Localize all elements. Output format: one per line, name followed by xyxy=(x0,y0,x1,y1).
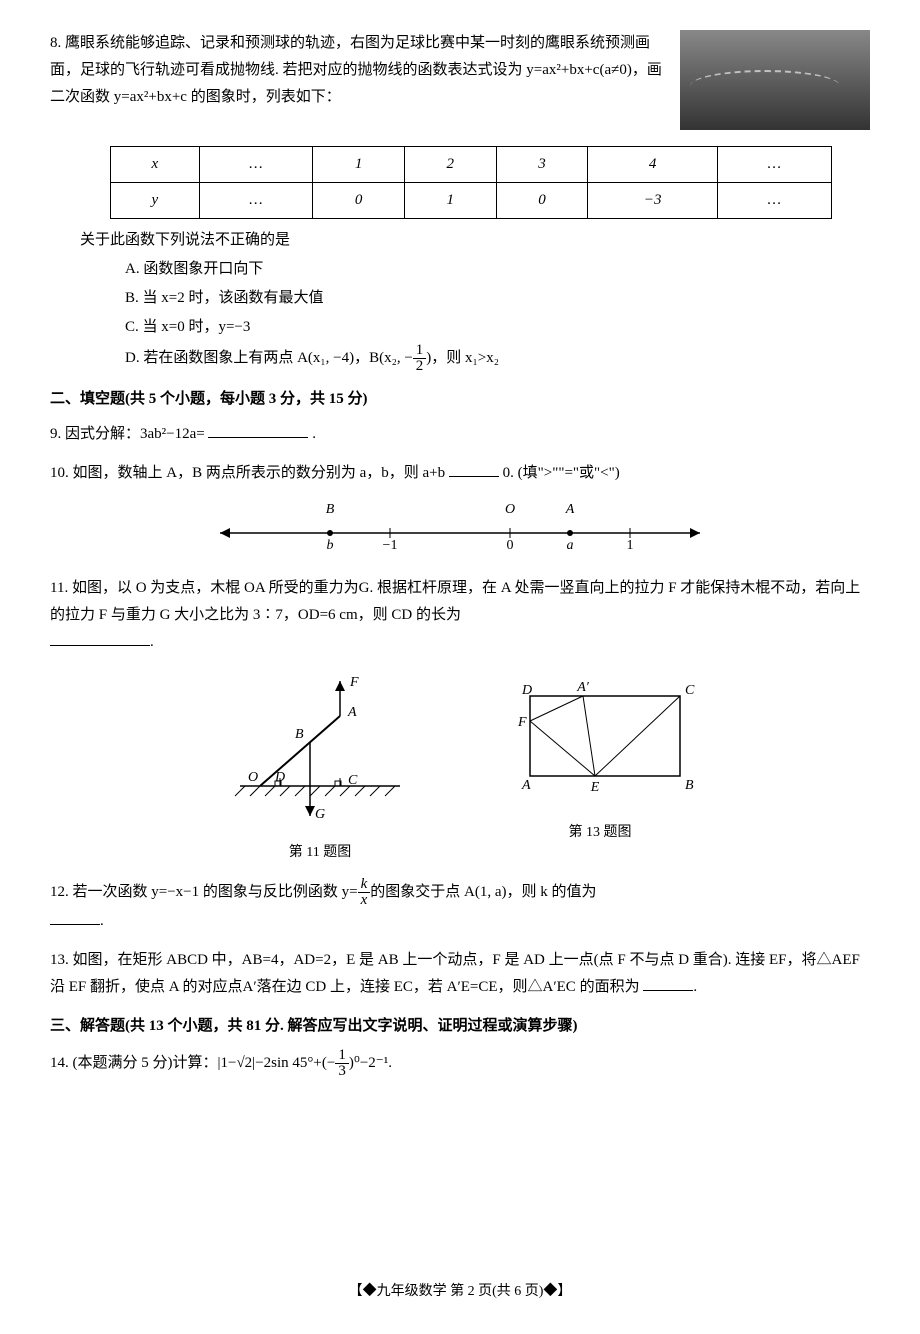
q13-blank xyxy=(643,976,693,991)
numer: k xyxy=(358,877,371,893)
number-line: B O A b −1 0 a 1 xyxy=(200,493,720,553)
cell: y xyxy=(111,183,200,219)
q11-text: 如图，以 O 为支点，木棍 OA 所受的重力为G. 根据杠杆原理，在 A 处需一… xyxy=(50,580,860,623)
q11-suffix: . xyxy=(150,634,154,650)
svg-text:a: a xyxy=(567,538,574,553)
q9-suffix: . xyxy=(312,426,316,442)
q8-num: 8. xyxy=(50,35,61,51)
svg-text:C: C xyxy=(685,683,695,698)
q12-suffix: . xyxy=(100,913,104,929)
fraction: 12 xyxy=(413,343,427,374)
question-8: 8. 鹰眼系统能够追踪、记录和预测球的轨迹，右图为足球比赛中某一时刻的鹰眼系统预… xyxy=(50,30,870,374)
denom: x xyxy=(358,893,371,908)
svg-text:−1: −1 xyxy=(383,538,398,553)
q9-num: 9. xyxy=(50,426,61,442)
q12-blank xyxy=(50,910,100,925)
cell: … xyxy=(717,147,831,183)
svg-text:A: A xyxy=(347,705,357,720)
svg-text:F: F xyxy=(517,715,527,730)
q8-optA: A. 函数图象开口向下 xyxy=(50,256,870,283)
question-9: 9. 因式分解：3ab²−12a= . xyxy=(50,421,870,448)
question-13: 13. 如图，在矩形 ABCD 中，AB=4，AD=2，E 是 AB 上一个动点… xyxy=(50,947,870,1001)
svg-text:E: E xyxy=(590,780,600,795)
svg-text:B: B xyxy=(685,778,694,793)
svg-text:B: B xyxy=(295,727,304,742)
q10-num: 10. xyxy=(50,465,69,481)
q10-blank xyxy=(449,462,499,477)
svg-text:B: B xyxy=(326,502,335,517)
svg-text:C: C xyxy=(348,773,358,788)
cell: x xyxy=(111,147,200,183)
cell: 1 xyxy=(404,183,496,219)
q12-num: 12. xyxy=(50,884,69,900)
cell: −3 xyxy=(588,183,718,219)
cell: … xyxy=(199,147,313,183)
svg-text:D: D xyxy=(521,683,532,698)
cell: 4 xyxy=(588,147,718,183)
fig-11: F A B O D C G xyxy=(220,666,420,826)
q13-num: 13. xyxy=(50,952,69,968)
q12-pre: 若一次函数 y=−x−1 的图象与反比例函数 y= xyxy=(73,884,358,900)
svg-text:A′: A′ xyxy=(576,680,590,695)
cell: 3 xyxy=(496,147,588,183)
question-14: 14. (本题满分 5 分)计算：|1−√2|−2sin 45°+(−13)⁰−… xyxy=(50,1048,870,1079)
question-11: 11. 如图，以 O 为支点，木棍 OA 所受的重力为G. 根据杠杆原理，在 A… xyxy=(50,575,870,865)
fraction: 13 xyxy=(335,1048,349,1079)
cell: … xyxy=(717,183,831,219)
q8-sub: 关于此函数下列说法不正确的是 xyxy=(50,227,870,254)
cell: 0 xyxy=(496,183,588,219)
q14-pre: (本题满分 5 分)计算：|1−√2|−2sin 45°+(− xyxy=(73,1055,336,1071)
q10-post: 0. (填">""="或"<") xyxy=(503,465,620,481)
svg-text:O: O xyxy=(248,770,258,785)
q9-text: 因式分解：3ab²−12a= xyxy=(65,426,205,442)
q13-suffix: . xyxy=(693,979,697,995)
svg-text:F: F xyxy=(349,675,359,690)
cell: 2 xyxy=(404,147,496,183)
q13-text: 如图，在矩形 ABCD 中，AB=4，AD=2，E 是 AB 上一个动点，F 是… xyxy=(50,952,860,995)
soccer-image xyxy=(680,30,870,130)
q8-table: x … 1 2 3 4 … y … 0 1 0 −3 … xyxy=(110,146,832,219)
fig-13: D A′ C F A E B xyxy=(500,666,700,806)
fig13-caption: 第 13 题图 xyxy=(500,820,700,845)
section-2-title: 二、填空题(共 5 个小题，每小题 3 分，共 15 分) xyxy=(50,386,870,413)
denom: 3 xyxy=(335,1064,349,1079)
cell: 1 xyxy=(313,147,405,183)
svg-text:b: b xyxy=(327,538,334,553)
q8-optD: D. 若在函数图象上有两点 A(x₁, −4)，B(x₂, −12)，则 x₁>… xyxy=(50,343,870,374)
svg-text:G: G xyxy=(315,807,325,822)
svg-text:0: 0 xyxy=(507,538,514,553)
denom: 2 xyxy=(413,359,427,374)
q10-pre: 如图，数轴上 A，B 两点所表示的数分别为 a，b，则 a+b xyxy=(73,465,446,481)
q9-blank xyxy=(208,423,308,438)
question-10: 10. 如图，数轴上 A，B 两点所表示的数分别为 a，b，则 a+b 0. (… xyxy=(50,460,870,563)
q11-blank xyxy=(50,631,150,646)
cell: … xyxy=(199,183,313,219)
svg-text:D: D xyxy=(274,770,285,785)
svg-text:O: O xyxy=(505,502,515,517)
svg-text:A: A xyxy=(565,502,575,517)
q11-num: 11. xyxy=(50,580,68,596)
text: )，则 x₁>x₂ xyxy=(426,350,499,366)
q14-num: 14. xyxy=(50,1055,69,1071)
numer: 1 xyxy=(413,343,427,359)
cell: 0 xyxy=(313,183,405,219)
question-12: 12. 若一次函数 y=−x−1 的图象与反比例函数 y=kx的图象交于点 A(… xyxy=(50,877,870,935)
text: D. 若在函数图象上有两点 A(x₁, −4)，B(x₂, − xyxy=(125,350,413,366)
fraction: kx xyxy=(358,877,371,908)
fig11-caption: 第 11 题图 xyxy=(220,840,420,865)
q8-optB: B. 当 x=2 时，该函数有最大值 xyxy=(50,285,870,312)
numer: 1 xyxy=(335,1048,349,1064)
q14-post: )⁰−2⁻¹. xyxy=(349,1055,392,1071)
q8-optC: C. 当 x=0 时，y=−3 xyxy=(50,314,870,341)
q8-stem: 鹰眼系统能够追踪、记录和预测球的轨迹，右图为足球比赛中某一时刻的鹰眼系统预测画面… xyxy=(50,35,662,105)
q12-post: 的图象交于点 A(1, a)，则 k 的值为 xyxy=(370,884,596,900)
section-3-title: 三、解答题(共 13 个小题，共 81 分. 解答应写出文字说明、证明过程或演算… xyxy=(50,1013,870,1040)
svg-text:A: A xyxy=(521,778,531,793)
svg-text:1: 1 xyxy=(627,538,634,553)
